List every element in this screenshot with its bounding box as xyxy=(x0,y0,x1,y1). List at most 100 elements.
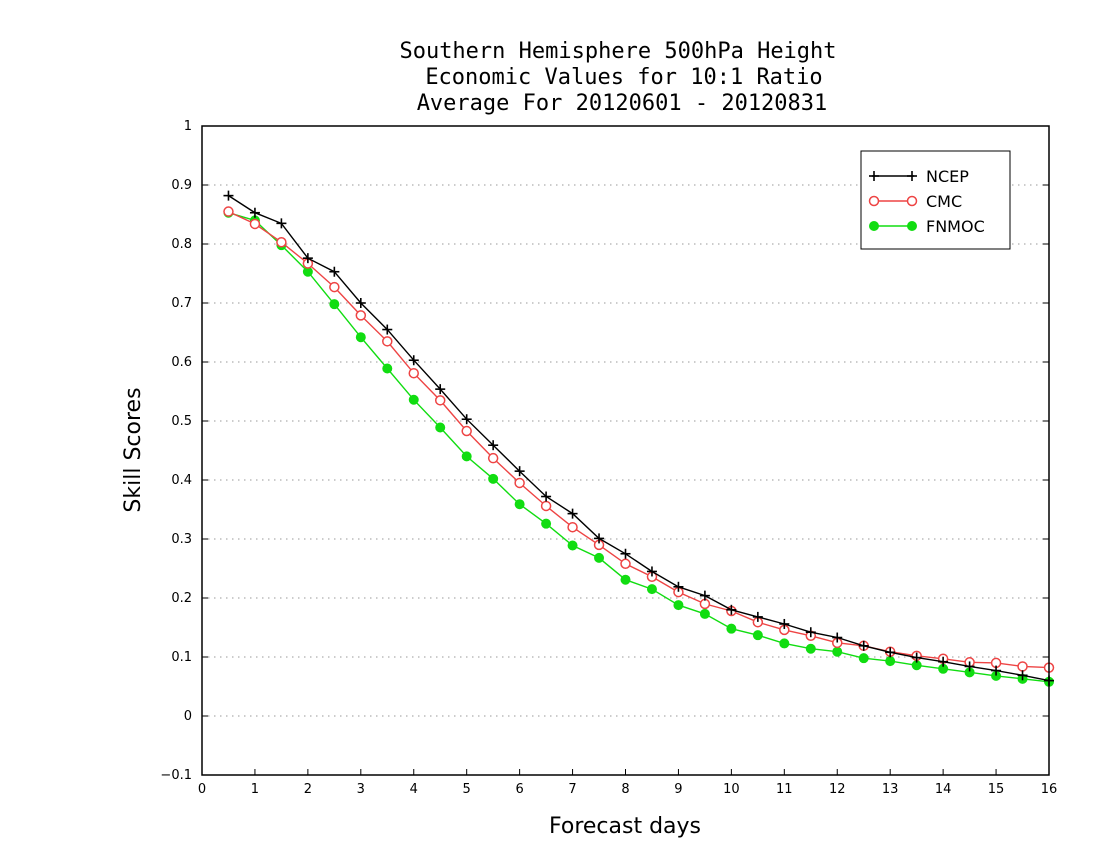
data-point-cmc xyxy=(699,598,711,610)
data-point-fnmoc xyxy=(594,552,605,563)
data-point-fnmoc xyxy=(646,584,657,595)
data-point-ncep xyxy=(223,190,234,201)
chart-title: Southern Hemisphere 500hPa Height Econom… xyxy=(399,39,836,116)
x-tick-label: 2 xyxy=(304,782,312,797)
y-tick-label: 0 xyxy=(184,709,192,724)
data-point-ncep xyxy=(832,632,843,643)
data-point-ncep xyxy=(620,548,631,559)
data-point-cmc xyxy=(223,206,234,217)
data-point-ncep xyxy=(435,384,446,395)
data-point-fnmoc xyxy=(805,643,816,654)
data-point-ncep xyxy=(276,218,287,229)
legend-box xyxy=(860,150,1011,250)
data-point-ncep xyxy=(541,491,552,502)
y-tick-label: 0.6 xyxy=(171,355,192,370)
axis-ticks: −0.100.10.20.30.40.50.60.70.80.910 1 2 3 4 5 6… xyxy=(160,119,1057,797)
data-point-fnmoc xyxy=(752,630,763,641)
data-point-cmc xyxy=(1017,661,1028,672)
y-tick-label: 0.9 xyxy=(171,178,192,193)
y-tick-label: 1 xyxy=(184,119,192,134)
y-axis-title: Skill Scores xyxy=(121,387,146,512)
data-point-ncep xyxy=(911,652,922,663)
y-tick-label: 0.3 xyxy=(171,532,192,547)
data-point-ncep xyxy=(488,440,499,451)
data-point-ncep xyxy=(1017,670,1028,681)
x-tick-label: 4 xyxy=(410,782,418,797)
series-layer xyxy=(223,190,1055,687)
y-tick-label: 0.8 xyxy=(171,237,192,252)
data-point-cmc xyxy=(249,218,261,230)
data-point-fnmoc xyxy=(488,473,499,484)
data-point-ncep xyxy=(779,618,790,629)
data-point-fnmoc xyxy=(408,394,419,405)
data-point-cmc xyxy=(434,395,446,406)
data-point-fnmoc xyxy=(779,638,790,649)
data-point-cmc xyxy=(408,367,419,379)
x-tick-label: 11 xyxy=(776,782,793,797)
x-tick-label: 1 xyxy=(251,782,259,797)
data-point-ncep xyxy=(938,656,949,667)
data-point-ncep xyxy=(567,508,578,519)
data-point-cmc xyxy=(276,236,287,248)
x-axis-title: Forecast days xyxy=(549,814,701,839)
data-point-cmc xyxy=(487,452,499,464)
legend-marker-left xyxy=(868,195,880,207)
data-point-fnmoc xyxy=(461,451,472,462)
data-point-fnmoc xyxy=(329,299,340,310)
series-line-fnmoc xyxy=(228,212,1050,683)
data-point-cmc xyxy=(567,521,578,533)
data-point-cmc xyxy=(620,558,631,570)
data-point-ncep xyxy=(329,266,340,277)
data-point-ncep xyxy=(805,627,816,638)
data-point-ncep xyxy=(991,665,1002,676)
x-tick-label: 13 xyxy=(882,782,899,797)
data-point-cmc xyxy=(355,310,367,321)
y-tick-label: 0.1 xyxy=(171,650,192,665)
x-tick-label: 7 xyxy=(568,782,576,797)
data-point-ncep xyxy=(355,298,366,308)
legend-marker-right xyxy=(906,195,918,207)
title-line-3: Average For 20120601 - 20120831 xyxy=(417,91,828,116)
data-point-ncep xyxy=(594,533,605,544)
data-point-ncep xyxy=(885,647,896,658)
data-point-cmc xyxy=(514,477,525,489)
data-point-ncep xyxy=(858,640,869,651)
data-point-ncep xyxy=(673,581,684,592)
data-point-ncep xyxy=(964,661,975,672)
data-point-fnmoc xyxy=(885,656,896,667)
title-line-2: Economic Values for 10:1 Ratio xyxy=(425,65,822,90)
data-point-fnmoc xyxy=(620,574,631,585)
data-point-fnmoc xyxy=(355,332,366,343)
data-point-ncep xyxy=(752,611,763,622)
x-tick-label: 15 xyxy=(988,782,1005,797)
series-cmc xyxy=(223,206,1055,673)
legend-label: FNMOC xyxy=(926,217,985,236)
x-tick-label: 9 xyxy=(674,782,682,797)
legend-label: NCEP xyxy=(926,167,969,186)
data-point-fnmoc xyxy=(726,623,737,634)
series-line-ncep xyxy=(228,195,1050,682)
data-point-fnmoc xyxy=(382,363,393,374)
x-tick-label: 10 xyxy=(723,782,740,797)
x-tick-label: 0 xyxy=(198,782,206,797)
data-point-fnmoc xyxy=(673,600,684,611)
legend-marker-right xyxy=(907,221,917,231)
data-point-fnmoc xyxy=(832,646,843,657)
legend-marker-left xyxy=(869,221,879,231)
title-line-1: Southern Hemisphere 500hPa Height xyxy=(399,39,836,64)
data-point-fnmoc xyxy=(858,653,869,664)
data-point-cmc xyxy=(382,336,393,347)
data-point-fnmoc xyxy=(435,422,446,433)
data-point-ncep xyxy=(302,253,313,264)
x-tick-label: 3 xyxy=(357,782,365,797)
data-point-ncep xyxy=(249,207,260,218)
data-point-fnmoc xyxy=(541,518,552,529)
legend-entry-ncep: NCEP xyxy=(869,167,969,186)
y-tick-label: −0.1 xyxy=(160,768,192,783)
x-tick-label: 14 xyxy=(935,782,952,797)
x-tick-label: 16 xyxy=(1041,782,1058,797)
data-point-ncep xyxy=(461,414,472,425)
legend-entry-cmc: CMC xyxy=(868,192,962,211)
